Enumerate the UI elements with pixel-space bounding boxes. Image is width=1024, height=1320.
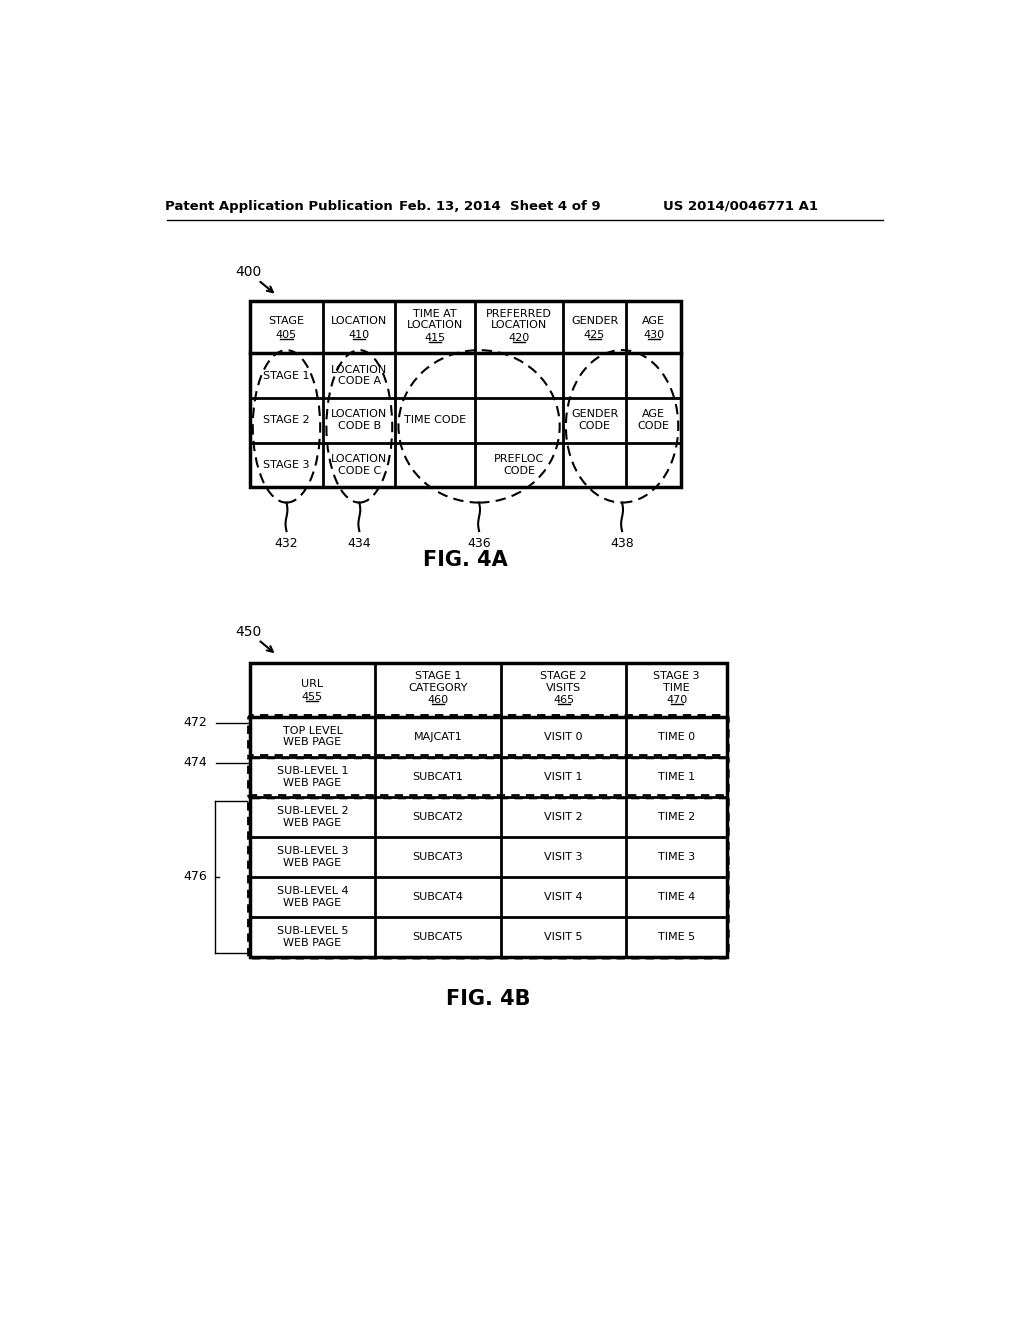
Text: PREFLOC
CODE: PREFLOC CODE <box>494 454 544 475</box>
Text: 405: 405 <box>275 330 297 339</box>
Text: STAGE: STAGE <box>268 315 304 326</box>
Text: SUB-LEVEL 1
WEB PAGE: SUB-LEVEL 1 WEB PAGE <box>276 766 348 788</box>
Text: VISIT 2: VISIT 2 <box>544 812 583 822</box>
Text: 420: 420 <box>508 333 529 343</box>
Text: LOCATION
CODE B: LOCATION CODE B <box>331 409 387 432</box>
Text: 472: 472 <box>183 717 207 729</box>
Text: Feb. 13, 2014  Sheet 4 of 9: Feb. 13, 2014 Sheet 4 of 9 <box>399 199 601 213</box>
Text: AGE
CODE: AGE CODE <box>638 409 670 432</box>
Text: LOCATION
CODE C: LOCATION CODE C <box>331 454 387 475</box>
Text: FIG. 4A: FIG. 4A <box>423 550 508 570</box>
Text: VISIT 0: VISIT 0 <box>545 731 583 742</box>
Text: VISIT 5: VISIT 5 <box>545 932 583 942</box>
Text: 455: 455 <box>302 693 323 702</box>
Text: SUBCAT1: SUBCAT1 <box>413 772 464 781</box>
Text: SUB-LEVEL 3
WEB PAGE: SUB-LEVEL 3 WEB PAGE <box>276 846 348 867</box>
Text: 432: 432 <box>274 537 298 550</box>
Text: TIME 0: TIME 0 <box>658 731 695 742</box>
Text: AGE: AGE <box>642 315 666 326</box>
Text: VISIT 4: VISIT 4 <box>544 892 583 902</box>
Text: STAGE 1: STAGE 1 <box>263 371 309 380</box>
Text: TIME 2: TIME 2 <box>658 812 695 822</box>
Text: 476: 476 <box>183 870 207 883</box>
Text: 400: 400 <box>234 265 261 280</box>
Text: SUB-LEVEL 4
WEB PAGE: SUB-LEVEL 4 WEB PAGE <box>276 886 348 908</box>
Text: SUBCAT3: SUBCAT3 <box>413 851 464 862</box>
Text: MAJCAT1: MAJCAT1 <box>414 731 463 742</box>
Text: TIME CODE: TIME CODE <box>404 416 466 425</box>
Text: VISIT 1: VISIT 1 <box>545 772 583 781</box>
Text: VISIT 3: VISIT 3 <box>545 851 583 862</box>
Bar <box>250 301 681 487</box>
Text: STAGE 2: STAGE 2 <box>263 416 310 425</box>
Bar <box>250 663 727 957</box>
Text: TIME AT
LOCATION: TIME AT LOCATION <box>408 309 464 330</box>
Text: GENDER
CODE: GENDER CODE <box>571 409 618 432</box>
Text: PREFERRED
LOCATION: PREFERRED LOCATION <box>486 309 552 330</box>
Text: 460: 460 <box>427 696 449 705</box>
Text: STAGE 3
TIME: STAGE 3 TIME <box>653 671 700 693</box>
Text: SUB-LEVEL 5
WEB PAGE: SUB-LEVEL 5 WEB PAGE <box>276 927 348 948</box>
Text: LOCATION: LOCATION <box>331 315 387 326</box>
Text: US 2014/0046771 A1: US 2014/0046771 A1 <box>663 199 818 213</box>
Text: 470: 470 <box>666 696 687 705</box>
Text: TIME 4: TIME 4 <box>658 892 695 902</box>
Text: SUB-LEVEL 2
WEB PAGE: SUB-LEVEL 2 WEB PAGE <box>276 807 348 828</box>
Text: GENDER: GENDER <box>571 315 618 326</box>
Text: 415: 415 <box>425 333 445 343</box>
Text: SUBCAT5: SUBCAT5 <box>413 932 464 942</box>
Text: 474: 474 <box>183 756 207 770</box>
Text: SUBCAT4: SUBCAT4 <box>413 892 464 902</box>
Text: LOCATION
CODE A: LOCATION CODE A <box>331 364 387 387</box>
Text: 450: 450 <box>234 624 261 639</box>
Text: TIME 1: TIME 1 <box>658 772 695 781</box>
Text: 430: 430 <box>643 330 665 339</box>
Text: TIME 5: TIME 5 <box>658 932 695 942</box>
Text: STAGE 1
CATEGORY: STAGE 1 CATEGORY <box>409 671 468 693</box>
Text: 434: 434 <box>347 537 371 550</box>
Text: URL: URL <box>301 678 324 689</box>
Text: STAGE 2
VISITS: STAGE 2 VISITS <box>541 671 587 693</box>
Text: 465: 465 <box>553 696 574 705</box>
Text: SUBCAT2: SUBCAT2 <box>413 812 464 822</box>
Text: TIME 3: TIME 3 <box>658 851 695 862</box>
Text: 438: 438 <box>610 537 634 550</box>
Text: TOP LEVEL
WEB PAGE: TOP LEVEL WEB PAGE <box>283 726 342 747</box>
Text: Patent Application Publication: Patent Application Publication <box>165 199 393 213</box>
Text: STAGE 3: STAGE 3 <box>263 459 309 470</box>
Text: FIG. 4B: FIG. 4B <box>446 989 530 1010</box>
Text: 410: 410 <box>349 330 370 339</box>
Text: 425: 425 <box>584 330 605 339</box>
Text: 436: 436 <box>467 537 490 550</box>
